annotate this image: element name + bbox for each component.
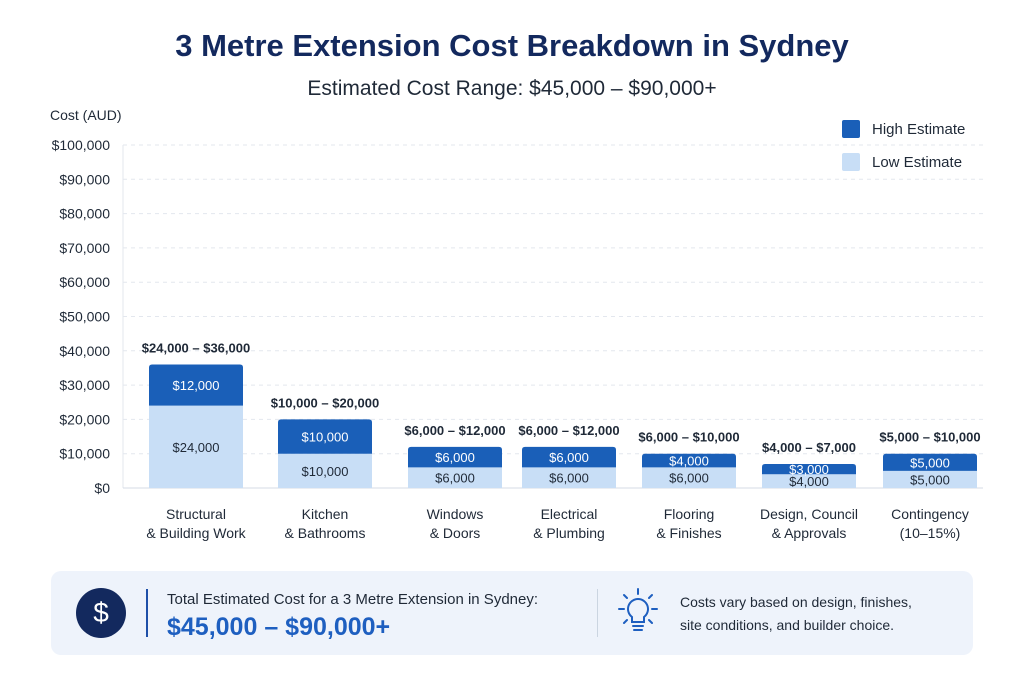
bar-high-segment	[762, 463, 856, 475]
x-tick-label: & Plumbing	[533, 525, 605, 541]
legend-label-low: Low Estimate	[872, 153, 963, 171]
y-tick-label: $90,000	[59, 171, 110, 187]
bar-high-label: $6,000	[435, 450, 475, 465]
bar-low-segment	[408, 467, 502, 488]
bar-low-segment	[883, 470, 977, 488]
x-tick-label: (10–15%)	[900, 525, 961, 541]
bar-high-segment	[883, 453, 977, 471]
divider	[146, 589, 148, 637]
x-tick-label: & Finishes	[656, 525, 721, 541]
x-tick-label: & Doors	[430, 525, 481, 541]
y-tick-label: $10,000	[59, 446, 110, 462]
y-tick-label: $80,000	[59, 206, 110, 222]
bar-chart: Cost (AUD) $0 $10,000 $20,000 $30,000 $40,000…	[50, 107, 983, 541]
note-line: Costs vary based on design, finishes,	[680, 594, 912, 610]
y-tick-label: $70,000	[59, 240, 110, 256]
y-tick-label: $40,000	[59, 343, 110, 359]
bar-low-segment	[642, 467, 736, 488]
x-tick-label: Windows	[427, 506, 484, 522]
total-label: Total Estimated Cost for a 3 Metre Exten…	[167, 591, 539, 608]
cost-note: Costs vary based on design, finishes, si…	[680, 591, 940, 637]
bar-high-segment	[522, 446, 616, 468]
x-tick-label: & Approvals	[772, 525, 847, 541]
bar-high-label: $6,000	[549, 450, 589, 465]
bar-low-segment	[278, 453, 372, 488]
legend-high: High Estimate	[842, 120, 965, 138]
y-tick-label: $20,000	[59, 411, 110, 427]
y-tick-label: $0	[94, 480, 110, 496]
dollar-icon: $	[76, 588, 126, 638]
bar-high-label: $4,000	[669, 454, 709, 469]
bar-low-label: $5,000	[910, 472, 950, 487]
bar-low-label: $6,000	[549, 471, 589, 486]
legend-swatch-low	[842, 153, 860, 171]
y-tick-label: $30,000	[59, 377, 110, 393]
legend-low: Low Estimate	[842, 153, 962, 171]
bar-high-segment	[149, 364, 243, 406]
bar-high-label: $12,000	[173, 378, 220, 393]
chart-subtitle: Estimated Cost Range: $45,000 – $90,000+	[307, 77, 717, 100]
bar-range-label: $6,000 – $10,000	[638, 430, 739, 445]
x-tick-label: & Bathrooms	[285, 525, 366, 541]
legend-swatch-high	[842, 120, 860, 138]
x-tick-label: Design, Council	[760, 506, 858, 522]
chart-title: 3 Metre Extension Cost Breakdown in Sydn…	[175, 28, 849, 63]
bar-range-label: $5,000 – $10,000	[879, 430, 980, 445]
bar-high-segment	[278, 419, 372, 454]
bar-high-label: $3,000	[789, 462, 829, 477]
bar-range-label: $10,000 – $20,000	[271, 395, 379, 410]
bar-low-label: $6,000	[669, 471, 709, 486]
bar-low-segment	[522, 467, 616, 488]
bar-high-label: $10,000	[302, 430, 349, 445]
total-value: $45,000 – $90,000+	[167, 613, 391, 641]
bar-low-segment	[149, 405, 243, 488]
bar-low-label: $10,000	[302, 464, 349, 479]
x-tick-label: Structural	[166, 506, 226, 522]
bar-low-label: $24,000	[173, 440, 220, 455]
y-axis-label: Cost (AUD)	[50, 107, 122, 123]
bar-range-label: $6,000 – $12,000	[518, 423, 619, 438]
divider	[597, 589, 598, 637]
x-tick-label: Kitchen	[302, 506, 349, 522]
y-tick-label: $60,000	[59, 274, 110, 290]
bar-range-label: $4,000 – $7,000	[762, 440, 856, 455]
summary-panel: $ Total Estimated Cost for a 3 Metre Ext…	[51, 571, 973, 655]
x-tick-label: Contingency	[891, 506, 969, 522]
bar-low-label: $6,000	[435, 471, 475, 486]
note-line: site conditions, and builder choice.	[680, 617, 895, 633]
lightbulb-icon	[618, 588, 658, 631]
bar-high-label: $5,000	[910, 455, 950, 470]
x-tick-label: & Building Work	[146, 525, 246, 541]
bar-high-segment	[408, 446, 502, 468]
y-tick-label: $50,000	[59, 309, 110, 325]
y-tick-label: $100,000	[52, 137, 111, 153]
bar-low-segment	[762, 474, 856, 488]
x-tick-label: Flooring	[664, 506, 715, 522]
legend-label-high: High Estimate	[872, 120, 966, 138]
bar-range-label: $6,000 – $12,000	[404, 423, 505, 438]
x-tick-label: Electrical	[541, 506, 598, 522]
bar-high-segment	[642, 453, 736, 468]
bar-low-label: $4,000	[789, 474, 829, 489]
bar-range-label: $24,000 – $36,000	[142, 341, 250, 356]
